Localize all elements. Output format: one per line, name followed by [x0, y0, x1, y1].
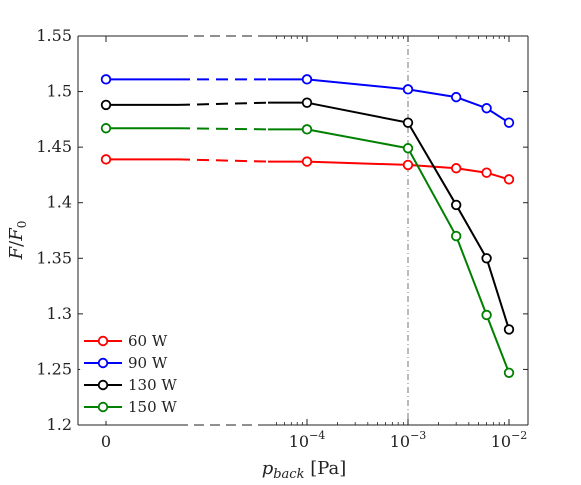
data-point: [301, 124, 313, 135]
legend-marker: [97, 379, 109, 391]
legend-label: 150 W: [128, 398, 177, 416]
y-tick-label: 1.3: [47, 304, 72, 323]
data-point: [481, 103, 492, 114]
x-axis-label: pback [Pa]: [262, 458, 347, 482]
y-tick-label: 1.35: [36, 248, 72, 267]
axes-layer: 1.2 1.25 1.3 1.35 1.4 1.45 1.5 1.55 0 10−4 10−3 10−…: [36, 26, 529, 451]
x-tick-label: 10−4: [289, 429, 326, 451]
legend-label: 90 W: [128, 354, 168, 372]
data-point: [503, 367, 515, 378]
legend-marker: [97, 335, 109, 347]
x-tick-label: 0: [101, 432, 111, 451]
x-tick-label: 10−3: [390, 429, 427, 451]
series-1: [100, 74, 515, 128]
data-point: [481, 167, 492, 178]
data-point: [402, 143, 414, 154]
data-point: [100, 123, 112, 134]
data-point: [402, 159, 414, 171]
data-point: [450, 91, 462, 103]
data-point: [503, 324, 515, 335]
y-tick-label: 1.4: [47, 193, 72, 212]
legend-label: 60 W: [128, 332, 168, 350]
data-point: [481, 253, 492, 264]
data-point: [100, 99, 112, 111]
y-tick-label: 1.25: [36, 359, 72, 378]
series-line-break: [177, 127, 269, 131]
data-point: [402, 84, 414, 95]
data-point: [503, 117, 515, 128]
data-point: [450, 230, 462, 242]
series-3: [100, 123, 515, 378]
legend-layer: 60 W 90 W 130 W 150 W: [80, 327, 188, 421]
series-layer: [100, 74, 515, 378]
data-point: [481, 309, 492, 321]
y-tick-label: 1.5: [47, 82, 72, 101]
series-2: [100, 97, 515, 335]
data-point: [301, 74, 313, 85]
legend-marker: [97, 401, 109, 413]
data-point: [402, 117, 414, 128]
series-line-break: [177, 101, 269, 106]
series-0: [100, 154, 515, 185]
data-point: [100, 74, 112, 85]
y-tick-label: 1.2: [47, 415, 72, 434]
y-axis-label: F/F0: [6, 221, 29, 261]
data-point: [503, 174, 515, 185]
data-point: [100, 154, 112, 165]
legend-label: 130 W: [128, 376, 177, 394]
y-tick-label: 1.55: [36, 26, 72, 45]
data-point: [450, 199, 462, 211]
series-line-break: [177, 158, 269, 163]
y-tick-label: 1.45: [36, 137, 72, 156]
data-point: [301, 156, 313, 167]
x-tick-label: 10−2: [491, 429, 528, 451]
data-point: [450, 163, 462, 174]
legend-box: [80, 327, 188, 421]
data-point: [301, 97, 313, 108]
legend-marker: [97, 357, 109, 369]
